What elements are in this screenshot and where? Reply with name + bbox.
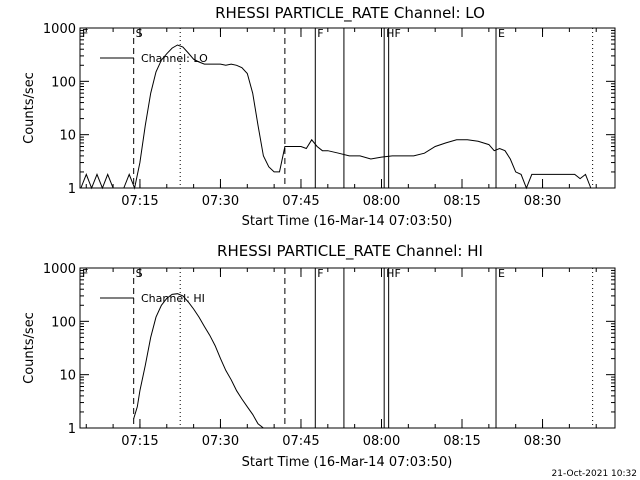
hi-x-axis-label: Start Time (16-Mar-14 07:03:50) xyxy=(242,455,453,470)
hi-y-tick-label: 1000 xyxy=(43,262,76,277)
hi-x-tick-label: 08:30 xyxy=(524,434,561,449)
lo-y-tick-label: 1 xyxy=(68,182,76,197)
lo-event-marker-label: S xyxy=(136,27,143,40)
lo-x-tick-label: 08:15 xyxy=(443,194,480,209)
lo-y-tick-label: 1000 xyxy=(43,22,76,37)
lo-series-group xyxy=(80,44,592,190)
lo-channel-panel: RHESSI PARTICLE_RATE Channel: LO Start T… xyxy=(22,4,616,229)
footer-timestamp: 21-Oct-2021 10:32 xyxy=(552,469,637,479)
hi-channel-panel: RHESSI PARTICLE_RATE Channel: HI Start T… xyxy=(22,242,616,470)
lo-x-tick-label: 08:00 xyxy=(363,194,400,209)
lo-x-tick-label: 08:30 xyxy=(524,194,561,209)
lo-event-marker-label: E xyxy=(498,27,505,40)
hi-chart-title: RHESSI PARTICLE_RATE Channel: HI xyxy=(217,242,483,261)
hi-event-marker-label: F xyxy=(82,267,88,280)
lo-y-tick-label: 10 xyxy=(59,129,76,144)
hi-marker-group: F S F HF E xyxy=(79,267,594,428)
lo-event-marker-label: F xyxy=(82,27,88,40)
lo-tick-group: 1 10 100 1000 07:15 07:30 07:45 08:00 08:15 08:30 xyxy=(43,22,615,209)
lo-x-tick-label: 07:30 xyxy=(202,194,239,209)
hi-x-tick-label: 07:15 xyxy=(121,434,158,449)
lo-legend: Channel: LO xyxy=(100,52,208,65)
lo-legend-label: Channel: LO xyxy=(141,52,208,65)
lo-x-axis-label: Start Time (16-Mar-14 07:03:50) xyxy=(242,214,453,229)
hi-series-line xyxy=(133,293,264,429)
hi-event-marker-label: S xyxy=(136,267,143,280)
hi-event-marker-label: F xyxy=(317,267,323,280)
hi-y-tick-label: 10 xyxy=(59,369,76,384)
lo-y-tick-label: 100 xyxy=(51,75,76,90)
hi-event-marker-label: HF xyxy=(386,267,401,280)
lo-x-tick-label: 07:15 xyxy=(121,194,158,209)
hi-tick-group: 1 10 100 1000 07:15 07:30 07:45 08:00 08:15 08:30 xyxy=(43,262,615,449)
hi-legend: Channel: HI xyxy=(100,292,205,305)
hi-x-tick-label: 08:00 xyxy=(363,434,400,449)
hi-y-tick-label: 100 xyxy=(51,315,76,330)
hi-event-marker-label: E xyxy=(498,267,505,280)
lo-series-line xyxy=(80,44,592,190)
hi-legend-label: Channel: HI xyxy=(141,292,205,305)
lo-marker-group: F S F HF E xyxy=(79,27,594,188)
hi-y-axis-label: Counts/sec xyxy=(22,312,37,384)
hi-x-tick-label: 07:45 xyxy=(282,434,319,449)
lo-x-tick-label: 07:45 xyxy=(282,194,319,209)
lo-y-axis-label: Counts/sec xyxy=(22,72,37,144)
lo-chart-title: RHESSI PARTICLE_RATE Channel: LO xyxy=(215,4,485,23)
lo-event-marker-label: F xyxy=(317,27,323,40)
hi-x-tick-label: 08:15 xyxy=(443,434,480,449)
hi-x-tick-label: 07:30 xyxy=(202,434,239,449)
hi-series-group xyxy=(133,293,264,429)
lo-event-marker-label: HF xyxy=(386,27,401,40)
hi-y-tick-label: 1 xyxy=(68,422,76,437)
